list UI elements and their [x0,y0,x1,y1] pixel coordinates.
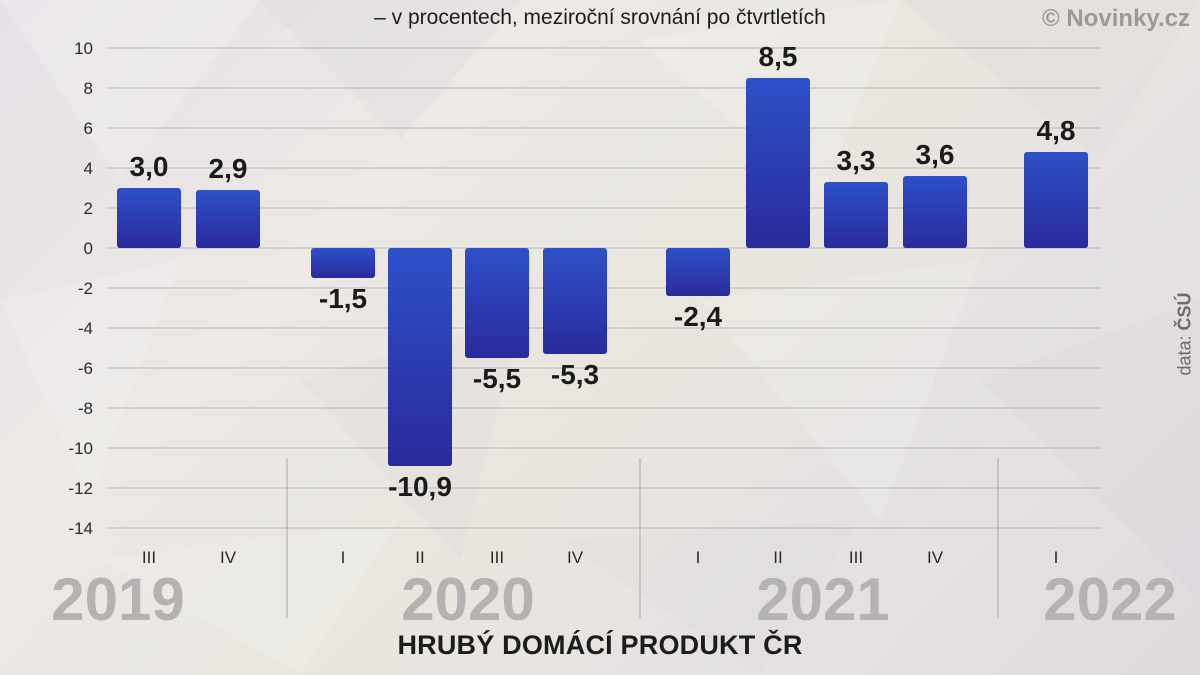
y-tick-label: -6 [78,359,93,378]
y-tick-label: 2 [84,199,93,218]
data-label: 4,8 [1037,115,1076,146]
bar-2020-qIV [543,248,607,354]
quarter-label: IV [567,548,584,567]
year-label-2022: 2022 [1043,566,1176,633]
data-label: -5,5 [473,363,521,394]
bar-2020-qII [388,248,452,466]
quarter-label: I [341,548,346,567]
bar-2019-qIII [117,188,181,248]
y-tick-label: 0 [84,239,93,258]
data-label: 8,5 [759,41,798,72]
y-tick-label: 8 [84,79,93,98]
quarter-label: III [490,548,504,567]
quarter-label: I [1054,548,1059,567]
data-label: 2,9 [209,153,248,184]
y-tick-label: -14 [68,519,93,538]
data-label: -1,5 [319,283,367,314]
y-tick-label: 6 [84,119,93,138]
y-tick-label: -12 [68,479,93,498]
publisher-logo: © Novinky.cz [1042,5,1190,32]
y-tick-label: -4 [78,319,93,338]
data-label: -2,4 [674,301,723,332]
quarter-label: III [849,548,863,567]
data-label: 3,6 [916,139,955,170]
data-label: -10,9 [388,471,452,502]
data-label: 3,0 [130,151,169,182]
y-tick-label: 4 [84,159,93,178]
y-tick-label: -2 [78,279,93,298]
year-label-2021: 2021 [756,566,889,633]
quarter-label: II [415,548,424,567]
quarter-label: IV [927,548,944,567]
chart-subtitle: – v procentech, meziroční srovnání po čt… [374,6,826,29]
bar-2021-qII [746,78,810,248]
bar-2022-qI [1024,152,1088,248]
bar-2020-qIII [465,248,529,358]
bar-2019-qIV [196,190,260,248]
chart-title: HRUBÝ DOMÁCÍ PRODUKT ČR [397,630,803,660]
year-label-2019: 2019 [51,566,184,633]
y-tick-label: -8 [78,399,93,418]
y-tick-label: -10 [68,439,93,458]
bar-2021-qI [666,248,730,296]
quarter-label: I [696,548,701,567]
bar-2021-qIV [903,176,967,248]
data-label: 3,3 [837,145,876,176]
y-tick-label: 10 [74,39,93,58]
year-label-2020: 2020 [401,566,534,633]
quarter-label: III [142,548,156,567]
quarter-label: IV [220,548,237,567]
bar-2021-qIII [824,182,888,248]
data-label: -5,3 [551,359,599,390]
bar-2020-qI [311,248,375,278]
quarter-label: II [773,548,782,567]
